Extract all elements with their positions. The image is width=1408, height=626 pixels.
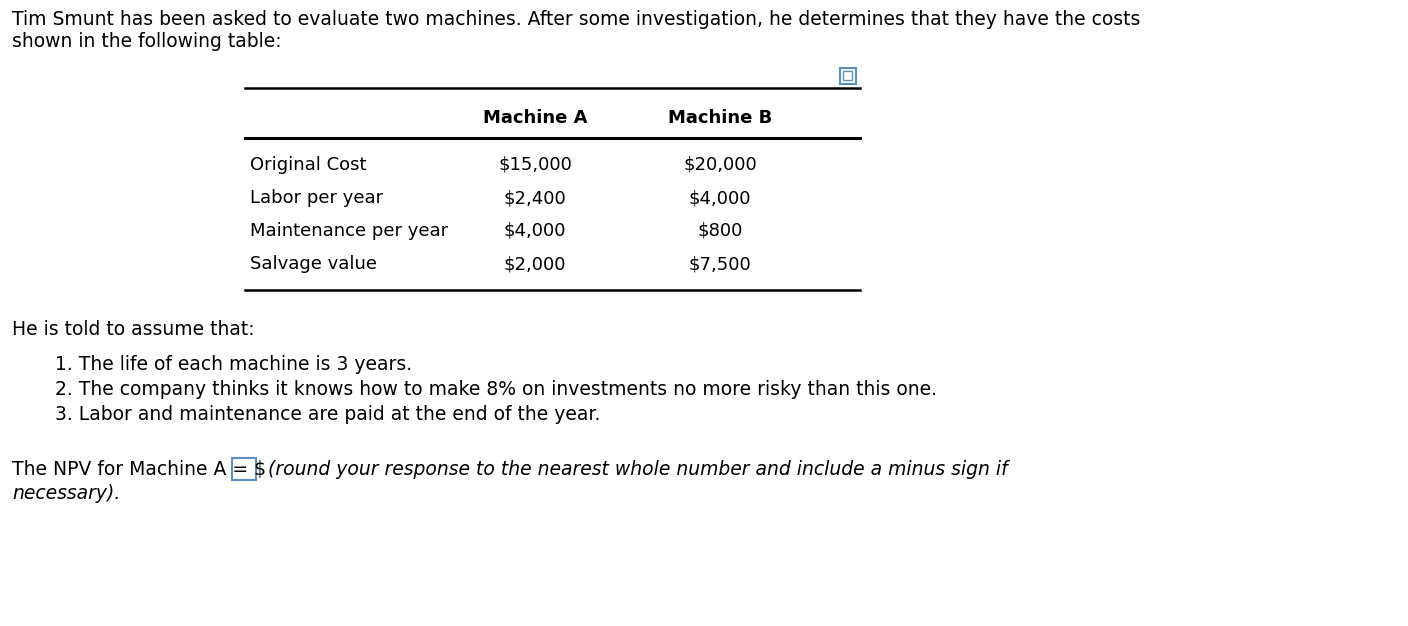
FancyBboxPatch shape xyxy=(841,68,856,84)
Text: (round your response to the nearest whole number and include a minus sign if: (round your response to the nearest whol… xyxy=(262,460,1008,479)
Text: $2,400: $2,400 xyxy=(504,189,566,207)
Text: The NPV for Machine A = $: The NPV for Machine A = $ xyxy=(13,460,266,479)
Text: Labor per year: Labor per year xyxy=(251,189,383,207)
Text: shown in the following table:: shown in the following table: xyxy=(13,32,282,51)
Text: Salvage value: Salvage value xyxy=(251,255,377,273)
Text: 1. The life of each machine is 3 years.: 1. The life of each machine is 3 years. xyxy=(55,355,413,374)
FancyBboxPatch shape xyxy=(843,71,852,80)
Text: Machine B: Machine B xyxy=(667,109,772,127)
Text: $20,000: $20,000 xyxy=(683,156,758,174)
Text: $7,500: $7,500 xyxy=(689,255,752,273)
Text: $4,000: $4,000 xyxy=(504,222,566,240)
Text: Machine A: Machine A xyxy=(483,109,587,127)
Text: $800: $800 xyxy=(697,222,742,240)
Text: He is told to assume that:: He is told to assume that: xyxy=(13,320,255,339)
Text: 3. Labor and maintenance are paid at the end of the year.: 3. Labor and maintenance are paid at the… xyxy=(55,405,600,424)
Text: $2,000: $2,000 xyxy=(504,255,566,273)
Text: $15,000: $15,000 xyxy=(498,156,572,174)
Text: 2. The company thinks it knows how to make 8% on investments no more risky than : 2. The company thinks it knows how to ma… xyxy=(55,380,936,399)
Text: $4,000: $4,000 xyxy=(689,189,752,207)
Text: Original Cost: Original Cost xyxy=(251,156,366,174)
Text: necessary).: necessary). xyxy=(13,484,120,503)
Text: Maintenance per year: Maintenance per year xyxy=(251,222,448,240)
Text: Tim Smunt has been asked to evaluate two machines. After some investigation, he : Tim Smunt has been asked to evaluate two… xyxy=(13,10,1140,29)
FancyBboxPatch shape xyxy=(232,458,256,480)
